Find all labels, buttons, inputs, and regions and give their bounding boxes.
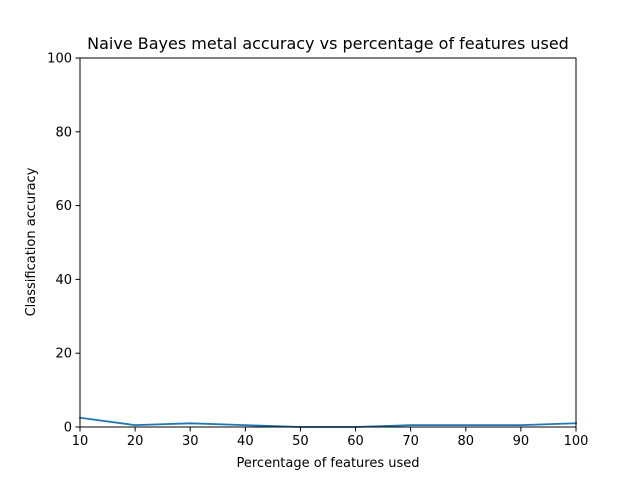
x-tick-label: 70	[402, 434, 419, 449]
y-tick-label: 20	[55, 347, 72, 362]
x-axis-label: Percentage of features used	[236, 456, 419, 471]
x-tick-label: 100	[564, 434, 589, 449]
y-axis-label: Classification accuracy	[24, 167, 39, 316]
plot-area: 10 20 30 40 50 60 70 80 90 100 0 20 40 60 80 100	[47, 52, 588, 450]
x-tick-label: 40	[237, 434, 254, 449]
x-tick-label: 80	[458, 434, 475, 449]
axes-frame	[79, 57, 577, 428]
y-tick-label: 100	[47, 52, 72, 67]
x-tick-label: 90	[513, 434, 530, 449]
y-tick-label: 0	[64, 421, 72, 436]
y-tick-label: 40	[55, 273, 72, 288]
x-tick-label: 20	[127, 434, 144, 449]
y-tick-label: 60	[55, 199, 72, 214]
x-tick-label: 30	[182, 434, 199, 449]
x-tick-label: 60	[347, 434, 364, 449]
x-tick-label: 50	[292, 434, 309, 449]
series-line-0	[78, 416, 577, 428]
y-tick-label: 80	[55, 125, 72, 140]
chart-title: Naive Bayes metal accuracy vs percentage…	[87, 34, 569, 53]
x-tick-label: 10	[72, 434, 89, 449]
